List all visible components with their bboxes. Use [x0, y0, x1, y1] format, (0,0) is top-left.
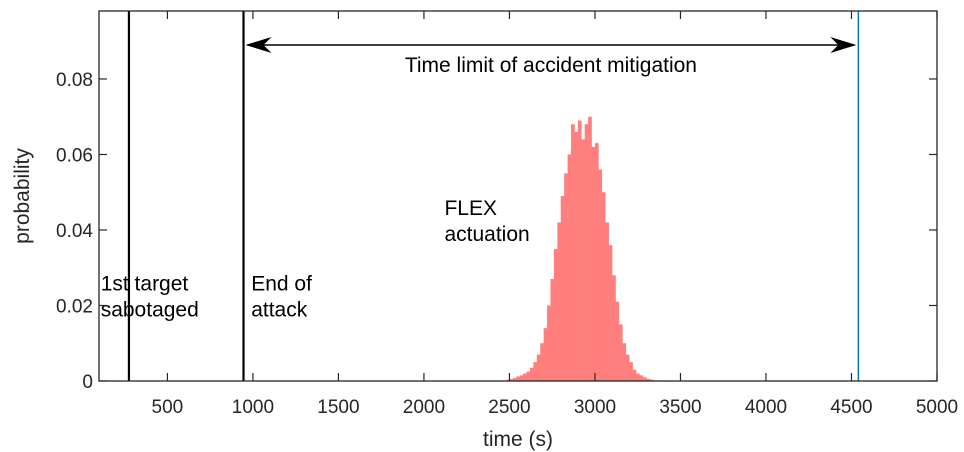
annotations: 1st target sabotaged End of attack FLEX actua… [101, 197, 530, 322]
x-tick-label: 4500 [830, 397, 872, 418]
annotation-line: End of [251, 272, 312, 295]
histogram-bar [523, 373, 527, 381]
y-tick-label: 0.02 [56, 296, 93, 317]
time-limit-arrow: Time limit of accident mitigation [245, 36, 857, 77]
histogram-bar [509, 379, 514, 381]
histogram-bar [588, 116, 592, 381]
histogram-bar [540, 343, 544, 381]
y-tick-label: 0 [82, 372, 93, 393]
histogram-bar [608, 245, 613, 381]
x-tick-label: 2000 [403, 397, 445, 418]
histogram-bar [564, 173, 568, 381]
y-tick-label: 0.08 [56, 70, 93, 91]
x-tick-label: 3500 [659, 397, 701, 418]
histogram-bar [519, 375, 524, 381]
annotation-text: FLEX actuation [444, 197, 529, 246]
annotation-line: attack [251, 298, 308, 321]
annotation-text: 1st target sabotaged [101, 272, 199, 321]
histogram-bar [567, 154, 572, 381]
histogram-bar [639, 375, 644, 381]
y-tick-label: 0.04 [56, 221, 93, 242]
annotation-line: actuation [444, 223, 529, 246]
histogram-bars [506, 116, 657, 381]
x-tick-label: 500 [152, 397, 184, 418]
histogram-bar [574, 131, 579, 381]
histogram-bar [553, 248, 558, 381]
histogram-bar [516, 376, 521, 381]
plot-frame [98, 10, 938, 382]
x-tick-label: 2500 [488, 397, 530, 418]
y-axis-ticks: 0 0.02 0.04 0.06 0.08 [56, 70, 937, 393]
histogram-bar [526, 371, 531, 381]
histogram-bar [612, 275, 616, 381]
vertical-lines [127, 11, 860, 381]
histogram-bar [605, 222, 609, 381]
histogram-bar [536, 354, 541, 381]
histogram-bar [584, 124, 589, 381]
histogram-bar [557, 222, 562, 381]
histogram-bar [571, 124, 575, 381]
histogram-bar [629, 362, 633, 381]
y-axis-label: probability [11, 148, 34, 244]
histogram-bar [646, 378, 650, 381]
x-tick-label: 3000 [574, 397, 616, 418]
plot-background [99, 11, 937, 381]
histogram-bar [632, 369, 637, 381]
histogram-bar [512, 377, 517, 381]
histogram-bar [591, 146, 596, 381]
histogram-bar [547, 305, 551, 381]
histogram-bar [618, 324, 623, 381]
histogram-bar [625, 354, 630, 381]
histogram-bar [601, 192, 606, 381]
arrow-head-right [830, 36, 857, 53]
x-axis-ticks: 500 1000 1500 2000 2500 3000 3500 4000 4500 5000 [152, 11, 958, 418]
histogram-bar [598, 169, 603, 381]
arrow-label: Time limit of accident mitigation [405, 54, 697, 77]
x-tick-label: 1000 [232, 397, 274, 418]
histogram-bar [581, 139, 585, 381]
x-tick-label: 4000 [745, 397, 787, 418]
histogram-bar [636, 373, 640, 381]
histogram-bar [543, 328, 548, 381]
y-tick-label: 0.06 [56, 145, 93, 166]
x-tick-label: 5000 [916, 397, 958, 418]
histogram-bar [550, 279, 555, 381]
annotation-line: 1st target [101, 272, 189, 295]
arrow-head-left [245, 36, 272, 53]
annotation-text: End of attack [251, 272, 312, 321]
x-tick-label: 1500 [317, 397, 359, 418]
histogram-bar [649, 379, 654, 381]
x-axis-label: time (s) [483, 428, 553, 451]
histogram-bar [577, 120, 582, 381]
histogram-bar [642, 377, 647, 381]
histogram-bar [594, 143, 599, 381]
histogram-bar [615, 301, 620, 381]
histogram-bar [622, 343, 627, 381]
histogram-bar [529, 367, 534, 381]
histogram-bar [533, 362, 538, 381]
annotation-line: FLEX [444, 197, 497, 220]
histogram-bar [560, 196, 565, 381]
annotation-line: sabotaged [101, 298, 199, 321]
